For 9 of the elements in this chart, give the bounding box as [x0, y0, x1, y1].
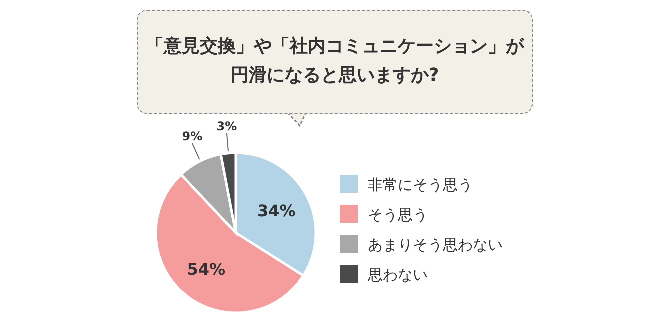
chart-title: 「意見交換」や「社内コミュニケーション」が円滑になると思いますか? [145, 35, 526, 88]
legend-label: そう思う [368, 206, 428, 224]
data-label: 9% [182, 129, 203, 144]
data-label: 34% [258, 202, 296, 221]
data-label: 3% [216, 119, 238, 134]
data-label: 54% [187, 260, 226, 279]
legend-label: 非常にそう思う [368, 176, 473, 194]
legend-label: 思わない [367, 266, 428, 284]
legend-label: あまりそう思わない [368, 236, 503, 254]
